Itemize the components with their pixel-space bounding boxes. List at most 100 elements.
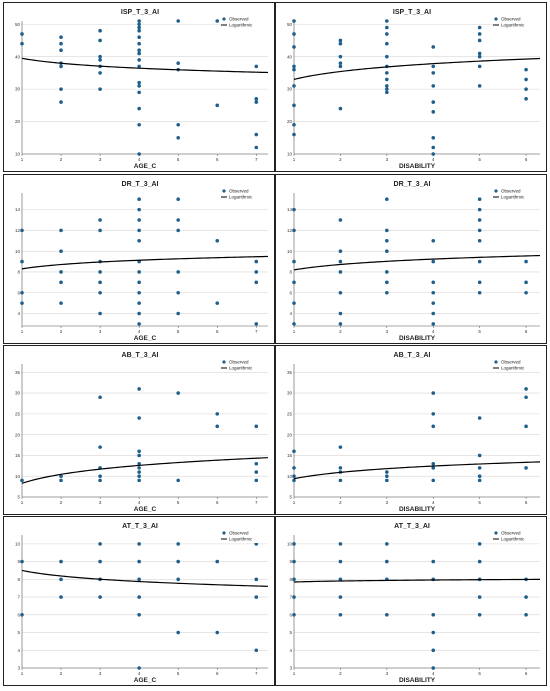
data-point — [385, 71, 389, 75]
chart-title: DR_T_3_AI — [394, 181, 431, 188]
x-tick-label: 1 — [293, 500, 296, 505]
data-point — [385, 270, 389, 274]
legend-label-observed: Observed — [229, 189, 249, 194]
y-tick-label: 5 — [289, 630, 292, 635]
x-tick-label: 2 — [339, 671, 342, 676]
chart-title: AB_T_3_AI — [122, 352, 159, 359]
data-point — [254, 478, 259, 483]
data-point — [338, 542, 343, 546]
data-point — [98, 270, 102, 274]
y-tick-label: 7 — [17, 595, 20, 600]
x-tick-label: 4 — [432, 500, 435, 505]
data-point — [176, 19, 180, 23]
data-point — [59, 48, 63, 52]
data-point — [137, 301, 141, 305]
data-point — [98, 280, 102, 285]
data-point — [137, 449, 141, 454]
data-point — [431, 412, 436, 416]
data-point — [98, 28, 102, 33]
data-point — [215, 424, 220, 429]
legend-marker-observed — [222, 17, 226, 21]
legend-box — [221, 358, 271, 372]
x-tick-label: 6 — [525, 671, 528, 676]
data-point — [137, 666, 141, 670]
x-tick-label: 3 — [386, 329, 389, 334]
y-tick-label: 10 — [287, 152, 293, 157]
data-point — [137, 453, 141, 458]
legend-box — [493, 358, 543, 372]
data-point — [477, 259, 482, 264]
chart-panel-3: DR_T_3_AI 4 6 8 10 12 14 1 2 3 4 5 6 7 AGE_C Observed Lo… — [3, 174, 275, 344]
data-point — [137, 28, 141, 33]
x-tick-label: 2 — [60, 329, 63, 334]
data-point — [254, 322, 259, 326]
data-point — [137, 474, 141, 479]
data-point — [431, 238, 436, 243]
data-point — [385, 197, 389, 202]
data-point — [431, 280, 436, 285]
data-point — [254, 270, 259, 274]
data-point — [137, 64, 141, 69]
data-point — [215, 19, 220, 23]
data-point — [385, 613, 389, 617]
data-point — [59, 270, 63, 274]
data-point — [176, 197, 180, 202]
data-point — [98, 228, 102, 233]
x-tick-label: 7 — [255, 157, 258, 162]
data-point — [137, 280, 141, 285]
legend-label-observed: Observed — [501, 360, 521, 365]
data-point — [431, 461, 436, 466]
legend-marker-observed — [494, 17, 498, 21]
y-tick-label: 8 — [17, 270, 20, 275]
data-point — [338, 38, 343, 43]
data-point — [137, 58, 141, 62]
data-point — [137, 595, 141, 599]
data-point — [431, 466, 436, 470]
data-point — [338, 54, 343, 59]
data-point — [137, 311, 141, 316]
y-tick-label: 40 — [287, 54, 293, 59]
data-point — [431, 84, 436, 88]
x-tick-label: 1 — [21, 157, 24, 162]
x-tick-label: 1 — [21, 671, 24, 676]
data-point — [59, 577, 63, 582]
legend-box — [221, 529, 271, 543]
x-axis-label: DISABILITY — [399, 163, 436, 170]
data-point — [292, 132, 296, 137]
chart-title: DR_T_3_AI — [122, 181, 159, 188]
x-tick-label: 6 — [216, 671, 219, 676]
data-point — [98, 542, 102, 546]
data-point — [292, 228, 296, 233]
data-point — [338, 577, 343, 582]
data-point — [477, 595, 482, 599]
x-tick-label: 1 — [293, 671, 296, 676]
legend-label-fit: Logarithmic — [501, 23, 525, 28]
x-tick-label: 2 — [60, 157, 63, 162]
data-point — [176, 577, 180, 582]
data-point — [215, 103, 220, 108]
legend-label-observed: Observed — [229, 531, 249, 536]
y-tick-label: 14 — [15, 207, 21, 212]
y-tick-label: 10 — [15, 541, 21, 546]
data-point — [20, 478, 24, 483]
data-point — [477, 197, 482, 202]
data-point — [20, 301, 24, 305]
x-tick-label: 6 — [525, 500, 528, 505]
chart-panel-1: ISP_T_3_AI 10 20 30 40 50 1 2 3 4 5 6 7 AGE_C Observed… — [3, 2, 275, 172]
y-tick-label: 10 — [287, 474, 293, 479]
y-tick-label: 10 — [15, 249, 21, 254]
data-point — [254, 577, 259, 582]
legend-label-observed: Observed — [501, 189, 521, 194]
y-tick-label: 7 — [289, 595, 292, 600]
y-tick-label: 6 — [289, 612, 292, 617]
data-point — [137, 123, 141, 127]
data-point — [254, 100, 259, 104]
data-point — [137, 466, 141, 470]
fit-line — [21, 57, 269, 74]
data-point — [524, 97, 528, 101]
data-point — [292, 45, 296, 49]
data-point — [215, 412, 220, 416]
fit-line — [293, 578, 541, 583]
data-point — [176, 270, 180, 274]
data-point — [477, 280, 482, 285]
